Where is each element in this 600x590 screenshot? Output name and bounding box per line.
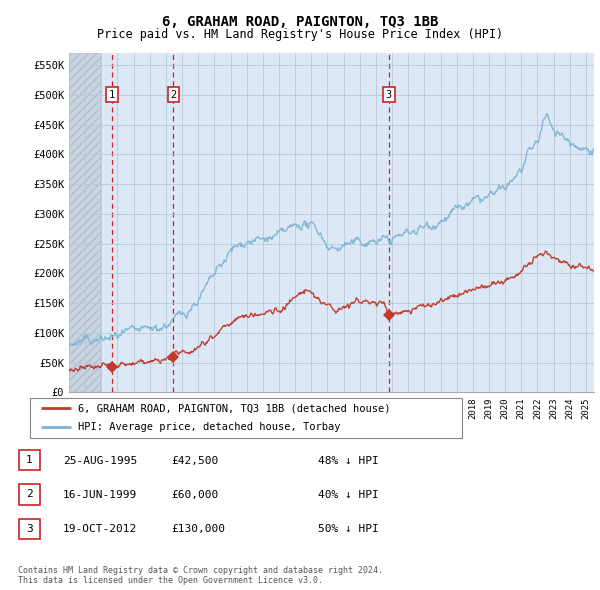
- Text: 3: 3: [26, 524, 33, 533]
- Text: 1: 1: [26, 455, 33, 465]
- FancyBboxPatch shape: [19, 484, 40, 504]
- Text: 2: 2: [26, 490, 33, 499]
- Text: 6, GRAHAM ROAD, PAIGNTON, TQ3 1BB (detached house): 6, GRAHAM ROAD, PAIGNTON, TQ3 1BB (detac…: [77, 404, 390, 414]
- Text: Price paid vs. HM Land Registry's House Price Index (HPI): Price paid vs. HM Land Registry's House …: [97, 28, 503, 41]
- Text: £42,500: £42,500: [171, 456, 218, 466]
- FancyBboxPatch shape: [19, 450, 40, 470]
- Text: 19-OCT-2012: 19-OCT-2012: [63, 525, 137, 534]
- Text: 48% ↓ HPI: 48% ↓ HPI: [318, 456, 379, 466]
- Text: 6, GRAHAM ROAD, PAIGNTON, TQ3 1BB: 6, GRAHAM ROAD, PAIGNTON, TQ3 1BB: [162, 15, 438, 30]
- Text: 40% ↓ HPI: 40% ↓ HPI: [318, 490, 379, 500]
- Text: 1: 1: [109, 90, 115, 100]
- Text: £60,000: £60,000: [171, 490, 218, 500]
- Text: £130,000: £130,000: [171, 525, 225, 534]
- Text: 3: 3: [386, 90, 392, 100]
- FancyBboxPatch shape: [19, 519, 40, 539]
- Text: 50% ↓ HPI: 50% ↓ HPI: [318, 525, 379, 534]
- Text: 16-JUN-1999: 16-JUN-1999: [63, 490, 137, 500]
- FancyBboxPatch shape: [30, 398, 462, 438]
- Text: 2: 2: [170, 90, 176, 100]
- Polygon shape: [69, 53, 101, 392]
- Text: Contains HM Land Registry data © Crown copyright and database right 2024.
This d: Contains HM Land Registry data © Crown c…: [18, 566, 383, 585]
- Text: HPI: Average price, detached house, Torbay: HPI: Average price, detached house, Torb…: [77, 422, 340, 432]
- Text: 25-AUG-1995: 25-AUG-1995: [63, 456, 137, 466]
